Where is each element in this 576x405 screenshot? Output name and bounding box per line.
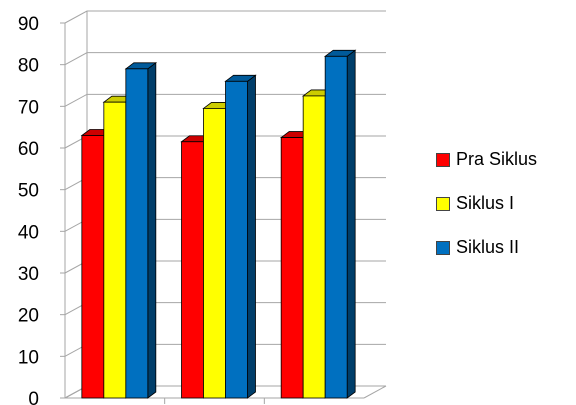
y-tick-label-0: 0	[28, 389, 39, 405]
gridline-80	[64, 52, 386, 66]
legend-label-siklus-ii: Siklus II	[456, 237, 520, 257]
bar-side	[247, 74, 256, 399]
y-axis-ticks: 0 10 20 30 40 50 60 70 80 90	[18, 14, 39, 405]
bar-front	[324, 55, 348, 399]
bar-front	[302, 95, 326, 399]
bar-front	[181, 141, 204, 399]
bar-3-3	[323, 49, 357, 399]
legend-item-siklus-ii: Siklus II	[436, 234, 537, 261]
bar-front	[81, 135, 105, 399]
y-tick-label-80: 80	[18, 56, 39, 77]
floor-right-edge	[363, 385, 387, 399]
y-tick-label-60: 60	[18, 139, 39, 160]
y-tick-label-50: 50	[18, 181, 39, 202]
bar-front	[103, 101, 127, 399]
legend-label-siklus-i: Siklus I	[456, 193, 515, 213]
legend-swatch-siklus-ii	[436, 240, 450, 255]
y-tick-label-90: 90	[18, 14, 39, 35]
bar-side	[147, 62, 157, 399]
gridline-90	[64, 10, 386, 24]
bar-front	[280, 137, 304, 399]
legend-label-pra-siklus: Pra Siklus	[456, 149, 538, 169]
legend-swatch-pra-siklus	[436, 152, 450, 167]
bar-front	[125, 68, 149, 399]
legend: Pra Siklus Siklus I Siklus II	[436, 146, 537, 278]
bar-3-2	[224, 74, 257, 399]
bar-front	[225, 80, 248, 399]
legend-item-siklus-i: Siklus I	[436, 190, 537, 217]
y-tick-label-10: 10	[18, 347, 39, 368]
legend-swatch-siklus-i	[436, 196, 450, 211]
gridline-70	[64, 93, 386, 107]
bar-side	[346, 49, 356, 399]
legend-item-pra-siklus: Pra Siklus	[436, 146, 537, 173]
bars-layer	[80, 49, 357, 399]
bar-front	[203, 108, 226, 399]
y-tick-label-70: 70	[18, 97, 39, 118]
y-tick-label-20: 20	[18, 306, 39, 327]
bar-3-1	[124, 62, 158, 399]
y-tick-label-30: 30	[18, 264, 39, 285]
y-tick-label-40: 40	[18, 222, 39, 243]
